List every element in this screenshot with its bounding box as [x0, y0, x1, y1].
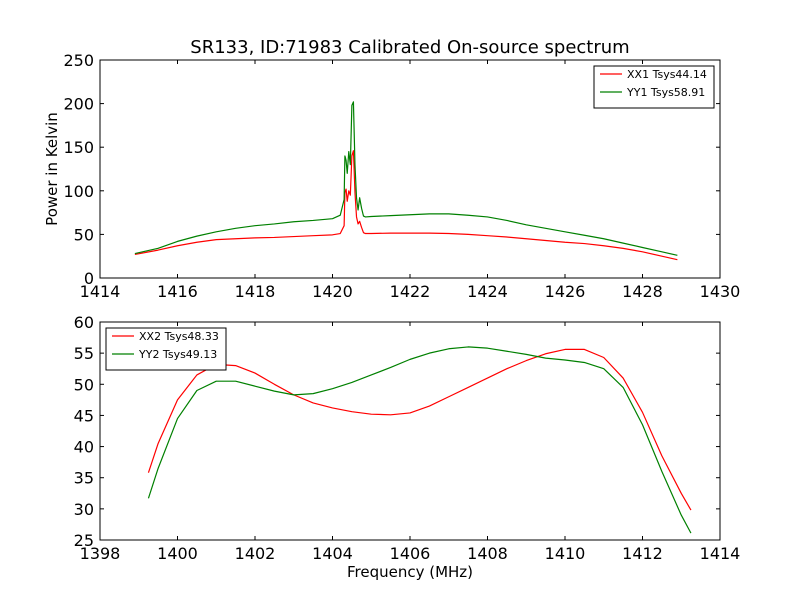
- legend-box: [105, 327, 227, 371]
- y-tick-label: 50: [74, 225, 94, 244]
- x-tick-label: 1410: [545, 544, 586, 563]
- x-tick-label: 1408: [467, 544, 508, 563]
- x-tick-label: 1412: [622, 544, 663, 563]
- legend: XX1 Tsys44.14 YY1 Tsys58.91: [593, 65, 715, 109]
- legend-label: XX2 Tsys48.33: [139, 330, 219, 343]
- x-tick-label: 1402: [235, 544, 276, 563]
- y-tick-label: 100: [63, 182, 94, 201]
- x-tick-label: 1406: [390, 544, 431, 563]
- x-tick-label: 1428: [622, 282, 663, 301]
- y-axis-label: Power in Kelvin: [43, 112, 61, 226]
- x-tick-label: 1422: [390, 282, 431, 301]
- x-tick-label: 1416: [157, 282, 198, 301]
- series-lines: [134, 101, 678, 261]
- x-tick-label: 1414: [80, 282, 121, 301]
- x-tick-label: 1414: [700, 544, 741, 563]
- x-tick-label: 1418: [235, 282, 276, 301]
- y-tick-label: 200: [63, 95, 94, 114]
- x-tick-label: 1426: [545, 282, 586, 301]
- y-tick-label: 45: [74, 406, 94, 425]
- series-line-2-2: [147, 346, 692, 534]
- y-tick-label: 25: [74, 531, 94, 550]
- y-tick-label: 60: [74, 313, 94, 332]
- y-tick-label: 50: [74, 375, 94, 394]
- x-tick-label: 1430: [700, 282, 741, 301]
- x-tick-label: 1420: [312, 282, 353, 301]
- y-tick-label: 55: [74, 344, 94, 363]
- y-tick-label: 40: [74, 438, 94, 457]
- x-tick-label: 1404: [312, 544, 353, 563]
- legend-label: YY2 Tsys49.13: [138, 348, 217, 361]
- y-tick-label: 250: [63, 51, 94, 70]
- series-line-1-1: [134, 150, 678, 261]
- bottom-spectrum-plot: 1398 1400 1402 1404 1406 1408 1410 1412 1414 25 30…: [74, 313, 741, 581]
- legend-box: [593, 65, 715, 109]
- y-tick-label: 30: [74, 500, 94, 519]
- x-tick-label: 1398: [80, 544, 121, 563]
- series-line-2-1: [147, 348, 692, 511]
- x-axis-label: Frequency (MHz): [347, 563, 473, 581]
- series-line-1-2: [134, 101, 678, 256]
- legend-label: XX1 Tsys44.14: [627, 68, 707, 81]
- series-lines: [147, 346, 692, 534]
- y-tick-label: 0: [84, 269, 94, 288]
- legend: XX2 Tsys48.33 YY2 Tsys49.13: [105, 327, 227, 371]
- top-spectrum-plot: 1414 1416 1418 1420 1422 1424 1426 1428 1430 0 50 1…: [43, 51, 740, 301]
- legend-label: YY1 Tsys58.91: [626, 86, 705, 99]
- x-tick-label: 1424: [467, 282, 508, 301]
- x-tick-label: 1400: [157, 544, 198, 563]
- y-tick-label: 35: [74, 469, 94, 488]
- y-tick-label: 150: [63, 138, 94, 157]
- chart-title: SR133, ID:71983 Calibrated On-source spe…: [190, 37, 629, 58]
